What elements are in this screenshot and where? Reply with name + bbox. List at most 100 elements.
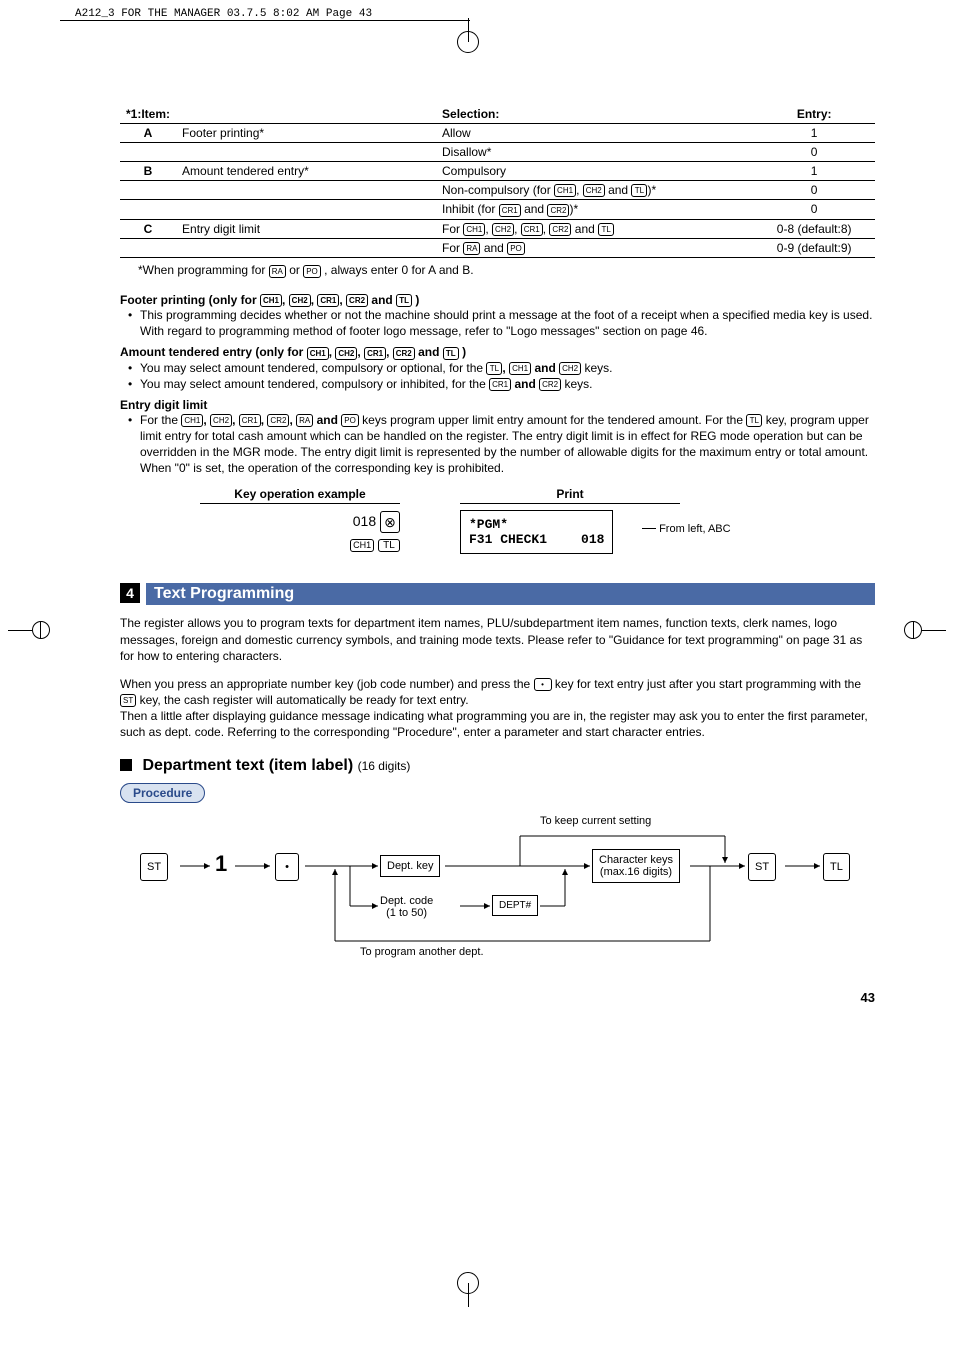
footer-printing-bullet: This programming decides whether or not … [120, 307, 875, 339]
section4-num: 4 [120, 583, 140, 603]
keycap-cr1: CR1 [489, 378, 511, 391]
section4-title: Text Programming [146, 583, 875, 605]
keycap-cr2: CR2 [539, 378, 561, 391]
keycap-cr1: CR1 [239, 414, 261, 427]
keycap-tl: TL [598, 223, 614, 236]
procedure-flow: ST 1 • Dept. key Dept. code (1 to 50) DE… [120, 811, 875, 961]
keycap-cr2: CR2 [547, 204, 569, 217]
keycap-po: PO [303, 265, 321, 278]
example-row: Key operation example 018 ⊗ CH1 TL Print… [200, 487, 875, 556]
keycap-st: ST [120, 694, 136, 707]
keycap-ra: RA [463, 242, 480, 255]
amount-tendered-head-pre: Amount tendered entry (only for [120, 345, 307, 359]
page-number: 43 [861, 990, 875, 1005]
keycap-ra: RA [296, 414, 313, 427]
keycap-ch1: CH1 [463, 223, 485, 236]
keycap-tl: TL [378, 539, 400, 552]
footnote-post: , always enter 0 for A and B. [324, 263, 473, 277]
dept-head: Department text (item label) (16 digits) [120, 757, 875, 775]
keycap-ch1: CH1 [509, 362, 531, 375]
footnote-pre: *When programming for [138, 263, 269, 277]
crop-mark-right [910, 620, 946, 640]
receipt-l1: *PGM* [469, 517, 604, 532]
print-header: A212_3 FOR THE MANAGER 03.7.5 8:02 AM Pa… [75, 8, 372, 20]
example-col1-head: Key operation example [200, 487, 400, 504]
keycap-po: PO [507, 242, 525, 255]
keycap-dot: • [534, 678, 552, 691]
keycap-ra: RA [269, 265, 286, 278]
hdr-item: Item: [141, 107, 170, 121]
section4-head: 4 Text Programming [120, 583, 875, 605]
keycap-ch1: CH1 [181, 414, 203, 427]
keycap-multiply: ⊗ [380, 511, 400, 533]
keycap-cr1: CR1 [317, 294, 339, 307]
receipt: *PGM* F31 CHECK1 018 [460, 510, 613, 554]
keycap-ch2: CH2 [210, 414, 232, 427]
dept-heading: Department text (item label) [142, 757, 353, 774]
flow-another: To program another dept. [360, 946, 484, 958]
ed-mid: keys program upper limit entry amount fo… [362, 413, 746, 427]
keycap-ch1: CH1 [554, 184, 576, 197]
keycap-cr2: CR2 [393, 347, 415, 360]
dept-note: (16 digits) [358, 759, 411, 773]
ed-pre: For the [140, 413, 181, 427]
flow-one: 1 [215, 851, 227, 877]
flow-st1: ST [140, 853, 168, 881]
crop-line-top [60, 20, 470, 21]
keycap-tl: TL [746, 414, 762, 427]
table-row: C Entry digit limit For CH1, CH2, CR1, C… [120, 219, 875, 238]
at-b2-post: keys. [564, 377, 592, 391]
crop-mark-top [456, 18, 480, 42]
keycap-ch1: CH1 [307, 347, 329, 360]
flow-deptnum: DEPT# [492, 895, 538, 916]
settings-table: *1:Item: Selection: Entry: A Footer prin… [120, 105, 875, 258]
hdr-entry: Entry: [753, 105, 875, 124]
keycap-po: PO [341, 414, 359, 427]
table-row: A Footer printing* Allow 1 [120, 124, 875, 143]
keycap-tl: TL [631, 184, 647, 197]
section4-p2-pre: When you press an appropriate number key… [120, 677, 534, 691]
keycap-cr2: CR2 [267, 414, 289, 427]
footer-printing-head-post: ) [415, 293, 419, 307]
section4-p2-post: key, the cash register will automaticall… [140, 693, 469, 707]
crop-mark-bottom [456, 1283, 480, 1307]
keycap-ch2: CH2 [583, 184, 605, 197]
receipt-annot: From left, ABC [659, 523, 731, 535]
receipt-l2a: F31 CHECK1 [469, 532, 547, 547]
flow-charkeys: Character keys (max.16 digits) [592, 849, 680, 883]
square-bullet-icon [120, 759, 132, 771]
flow-deptkey: Dept. key [380, 855, 440, 877]
amount-tendered-head-post: ) [462, 345, 466, 359]
keycap-ch1: CH1 [350, 539, 374, 552]
keycap-ch2: CH2 [289, 294, 311, 307]
section4-p3: Then a little after displaying guidance … [120, 708, 875, 740]
table-row: For RA and PO 0-9 (default:9) [120, 238, 875, 257]
table-row: Inhibit (for CR1 and CR2)* 0 [120, 200, 875, 219]
keycap-tl: TL [443, 347, 459, 360]
keycap-ch2: CH2 [492, 223, 514, 236]
keycap-ch2: CH2 [335, 347, 357, 360]
table-row: B Amount tendered entry* Compulsory 1 [120, 162, 875, 181]
at-b1-pre: You may select amount tendered, compulso… [140, 361, 486, 375]
at-b1-post: keys. [584, 361, 612, 375]
entry-digit-head: Entry digit limit [120, 398, 875, 412]
flow-tl: TL [823, 853, 850, 881]
receipt-l2b: 018 [581, 532, 604, 547]
table-row: Disallow* 0 [120, 143, 875, 162]
section4-p2-mid: key for text entry just after you start … [555, 677, 861, 691]
procedure-badge: Procedure [120, 783, 205, 803]
footer-printing-head-pre: Footer printing (only for [120, 293, 260, 307]
at-b2-pre: You may select amount tendered, compulso… [140, 377, 489, 391]
example-num: 018 [353, 513, 376, 529]
keycap-cr2: CR2 [549, 223, 571, 236]
section4-p1: The register allows you to program texts… [120, 615, 875, 664]
footnote-mid: or [289, 263, 303, 277]
keycap-tl: TL [486, 362, 502, 375]
table-row: Non-compulsory (for CH1, CH2 and TL)* 0 [120, 181, 875, 200]
flow-keep: To keep current setting [540, 815, 651, 827]
keycap-cr2: CR2 [346, 294, 368, 307]
flow-dot: • [275, 853, 299, 881]
flow-deptcode: Dept. code (1 to 50) [380, 895, 433, 919]
crop-mark-left [8, 620, 44, 640]
flow-st2: ST [748, 853, 776, 881]
